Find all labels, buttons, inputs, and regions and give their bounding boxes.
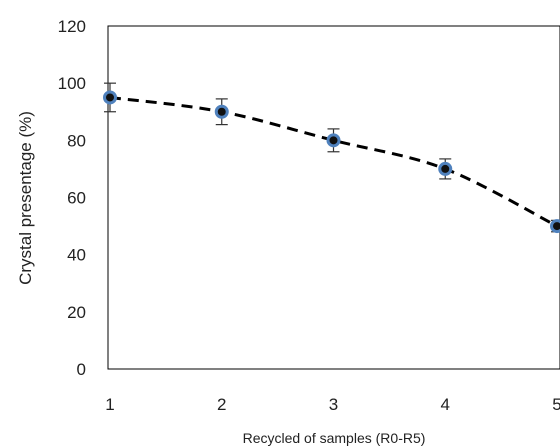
y-tick-label: 120 bbox=[58, 17, 86, 36]
y-axis-tick-labels: 0 20 40 60 80 100 120 bbox=[58, 17, 86, 379]
y-tick-label: 60 bbox=[67, 189, 86, 208]
data-point bbox=[550, 219, 560, 234]
data-point bbox=[214, 104, 229, 119]
data-points bbox=[103, 90, 560, 234]
y-tick-label: 0 bbox=[77, 360, 86, 379]
data-point bbox=[326, 133, 341, 148]
x-tick-label: 3 bbox=[329, 395, 338, 414]
x-tick-label: 2 bbox=[217, 395, 226, 414]
y-axis-title: Crystal presentage (%) bbox=[16, 111, 35, 285]
x-tick-label: 4 bbox=[441, 395, 450, 414]
x-axis-title: Recycled of samples (R0-R5) bbox=[243, 430, 426, 446]
data-point bbox=[438, 161, 453, 176]
y-tick-label: 100 bbox=[58, 74, 86, 93]
x-tick-label: 5 bbox=[552, 395, 560, 414]
plot-area-frame bbox=[107, 25, 560, 370]
y-tick-label: 80 bbox=[67, 131, 86, 150]
y-tick-label: 20 bbox=[67, 303, 86, 322]
x-tick-label: 1 bbox=[105, 395, 114, 414]
data-point bbox=[103, 90, 117, 105]
y-tick-label: 40 bbox=[67, 246, 86, 265]
x-axis-tick-labels: 1 2 3 4 5 bbox=[105, 395, 560, 414]
trend-line bbox=[109, 95, 558, 228]
